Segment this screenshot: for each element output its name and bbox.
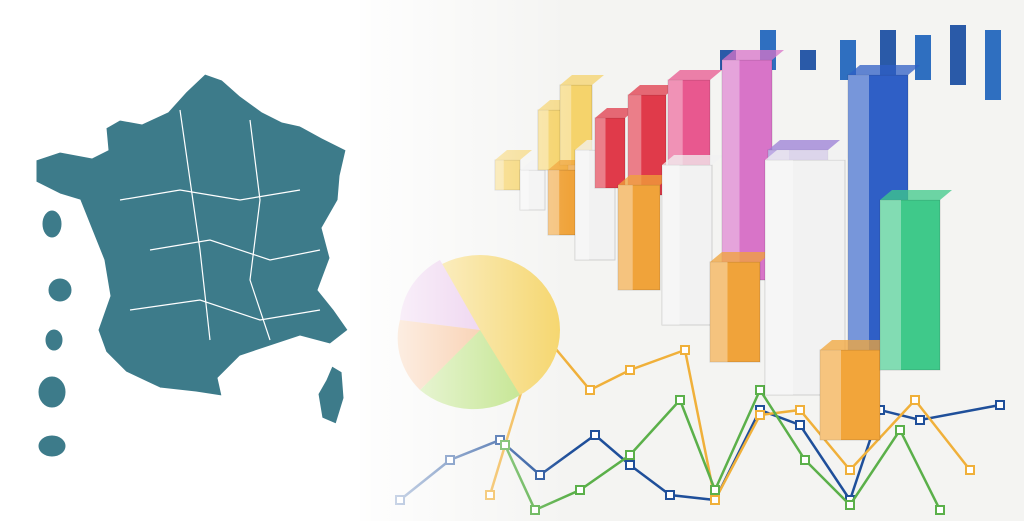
line-marker xyxy=(910,395,920,405)
region-border xyxy=(179,109,211,341)
3d-bar-highlight xyxy=(820,350,841,440)
corsica xyxy=(317,365,345,425)
line-marker xyxy=(845,465,855,475)
island-martinique xyxy=(47,277,73,303)
line-marker xyxy=(710,485,720,495)
3d-bar-top xyxy=(560,75,604,85)
region-border xyxy=(119,189,301,201)
line-marker xyxy=(965,465,975,475)
3d-bar-highlight xyxy=(628,95,642,195)
3d-bar-top xyxy=(880,190,952,200)
3d-bar-top xyxy=(595,108,637,118)
region-border xyxy=(129,299,321,321)
france-mainland xyxy=(35,73,349,397)
3d-bar-top xyxy=(628,85,678,95)
line-marker xyxy=(590,430,600,440)
background-bar xyxy=(915,35,931,80)
3d-bar-top xyxy=(710,252,772,262)
line-marker xyxy=(585,385,595,395)
3d-bar-highlight xyxy=(575,150,589,260)
line-marker xyxy=(800,455,810,465)
3d-bar xyxy=(661,164,713,326)
line-marker xyxy=(795,420,805,430)
line-marker xyxy=(915,415,925,425)
3d-bar-highlight xyxy=(722,60,740,280)
3d-bar-top xyxy=(765,150,857,160)
island-reunion xyxy=(37,375,67,409)
line-marker xyxy=(575,485,585,495)
line-marker xyxy=(995,400,1005,410)
3d-bar-highlight xyxy=(880,200,901,370)
line-marker xyxy=(675,395,685,405)
3d-bar-highlight xyxy=(765,160,793,395)
3d-bar xyxy=(709,261,761,363)
line-marker xyxy=(755,385,765,395)
line-marker xyxy=(935,505,945,515)
3d-bar-highlight xyxy=(595,118,606,188)
line-marker xyxy=(625,460,635,470)
background-bar xyxy=(950,25,966,85)
line-marker xyxy=(845,500,855,510)
3d-bar-top xyxy=(668,70,722,80)
background-bar xyxy=(985,30,1001,100)
3d-bar-highlight xyxy=(662,165,680,325)
background-bar xyxy=(840,40,856,80)
line-marker xyxy=(755,410,765,420)
line-marker xyxy=(710,495,720,505)
3d-bar-highlight xyxy=(848,75,869,355)
line-marker xyxy=(680,345,690,355)
3d-bar-top xyxy=(662,155,724,165)
3d-bar xyxy=(594,117,626,189)
line-marker xyxy=(795,405,805,415)
3d-bar-top xyxy=(768,140,840,150)
3d-bar-top xyxy=(820,340,892,350)
line-marker xyxy=(625,450,635,460)
island-mayotte xyxy=(37,434,67,458)
island-guadeloupe xyxy=(41,209,63,239)
3d-bar-top xyxy=(618,175,672,185)
fade-overlay xyxy=(340,0,570,521)
3d-bar xyxy=(879,199,941,371)
region-border xyxy=(249,119,271,341)
3d-bar-highlight xyxy=(710,262,728,362)
line-marker xyxy=(625,365,635,375)
3d-bar-top xyxy=(848,65,920,75)
line-marker xyxy=(895,425,905,435)
3d-bar-highlight xyxy=(618,185,633,290)
region-border xyxy=(149,239,321,261)
france-map xyxy=(35,73,349,458)
3d-bar-top xyxy=(722,50,784,60)
line-marker xyxy=(665,490,675,500)
island-guyane xyxy=(44,328,64,352)
background-bar xyxy=(800,50,816,70)
